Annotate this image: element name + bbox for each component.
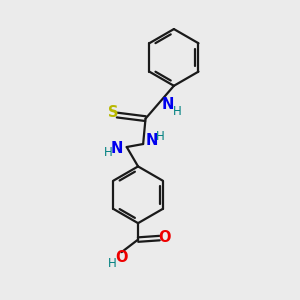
Text: N: N bbox=[111, 141, 123, 156]
Text: H: H bbox=[156, 130, 165, 143]
Text: N: N bbox=[145, 133, 158, 148]
Text: H: H bbox=[173, 104, 182, 118]
Text: O: O bbox=[115, 250, 127, 265]
Text: N: N bbox=[161, 97, 174, 112]
Text: S: S bbox=[108, 105, 119, 120]
Text: O: O bbox=[159, 230, 171, 245]
Text: H: H bbox=[108, 257, 117, 270]
Text: H: H bbox=[104, 146, 112, 159]
